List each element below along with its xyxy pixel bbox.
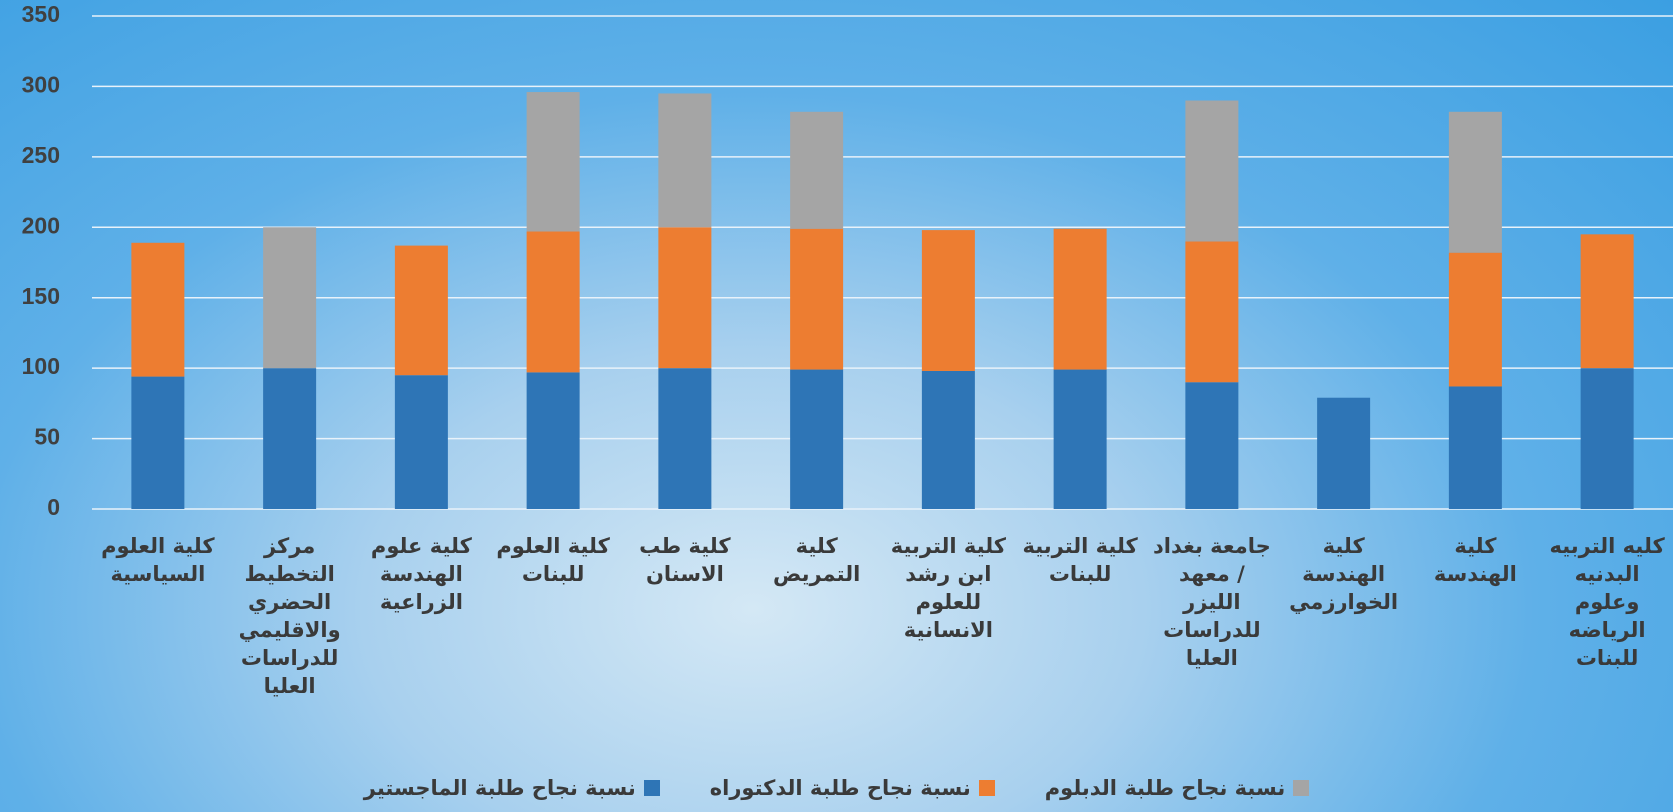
bar-segment	[1185, 241, 1238, 382]
x-tick-label: كلية العلوم السياسية	[94, 532, 222, 588]
x-tick-label: كلية طب الاسنان	[621, 532, 749, 588]
y-tick-label: 0	[47, 494, 60, 520]
legend-item: نسبة نجاح طلبة الدبلوم	[1045, 776, 1309, 800]
x-tick-label: كلية العلوم للبنات	[489, 532, 617, 588]
bar-segment	[1054, 370, 1107, 509]
x-tick-label: كلية التمريض	[753, 532, 881, 588]
bar-segment	[1449, 253, 1502, 387]
chart-page: 0 50 100 150 200 250 300 350 نسبة نجاح طلبة الم…	[0, 0, 1673, 812]
legend-swatch	[979, 780, 995, 796]
x-tick-label: كليه التربيه البدنيه وعلوم الرياضه للبنا…	[1543, 532, 1671, 672]
y-tick-label: 100	[22, 353, 60, 379]
bar-segment	[131, 243, 184, 377]
bar-segment	[1581, 234, 1634, 368]
bar-segment	[527, 92, 580, 231]
bar-segment	[790, 370, 843, 509]
y-tick-label: 350	[22, 1, 60, 27]
bar-segment	[1185, 382, 1238, 509]
legend-swatch	[644, 780, 660, 796]
bar-segment	[1185, 101, 1238, 242]
bar-segment	[1581, 368, 1634, 509]
bar-segment	[527, 232, 580, 373]
legend-label: نسبة نجاح طلبة الماجستير	[364, 776, 636, 800]
y-tick-label: 50	[34, 424, 60, 450]
y-tick-label: 200	[22, 212, 60, 238]
bar-segment	[1054, 229, 1107, 370]
bar-segment	[1317, 398, 1370, 509]
bar-segment	[527, 372, 580, 509]
bar-segment	[658, 93, 711, 227]
bar-segment	[1449, 386, 1502, 509]
bar-segment	[395, 246, 448, 376]
y-tick-label: 150	[22, 283, 60, 309]
bar-segment	[263, 368, 316, 509]
x-tick-label: كلية التربية ابن رشد للعلوم الانسانية	[884, 532, 1012, 644]
x-tick-label: مركز التخطيط الحضري والاقليمي للدراسات ا…	[226, 532, 354, 700]
bar-segment	[790, 229, 843, 370]
legend-label: نسبة نجاح طلبة الدبلوم	[1045, 776, 1285, 800]
bar-segment	[131, 377, 184, 509]
y-tick-label: 250	[22, 142, 60, 168]
bar-segment	[790, 112, 843, 229]
x-tick-label: كلية علوم الهندسة الزراعية	[357, 532, 485, 616]
x-tick-label: كلية الهندسة	[1411, 532, 1539, 588]
x-tick-label: كلية الهندسة الخوارزمي	[1280, 532, 1408, 616]
bar-segment	[922, 230, 975, 371]
legend-swatch	[1293, 780, 1309, 796]
bar-segment	[1449, 112, 1502, 253]
legend-item: نسبة نجاح طلبة الماجستير	[364, 776, 660, 800]
bar-segment	[658, 227, 711, 368]
x-tick-label: جامعة بغداد / معهد الليزر للدراسات العلي…	[1148, 532, 1276, 672]
x-tick-label: كلية التربية للبنات	[1016, 532, 1144, 588]
legend-label: نسبة نجاح طلبة الدكتوراه	[710, 776, 971, 800]
legend: نسبة نجاح طلبة الماجستير نسبة نجاح طلبة ا…	[0, 776, 1673, 800]
bar-segment	[658, 368, 711, 509]
y-tick-label: 300	[22, 72, 60, 98]
legend-item: نسبة نجاح طلبة الدكتوراه	[710, 776, 995, 800]
bar-segment	[263, 227, 316, 368]
bar-segment	[922, 371, 975, 509]
bar-segment	[395, 375, 448, 509]
